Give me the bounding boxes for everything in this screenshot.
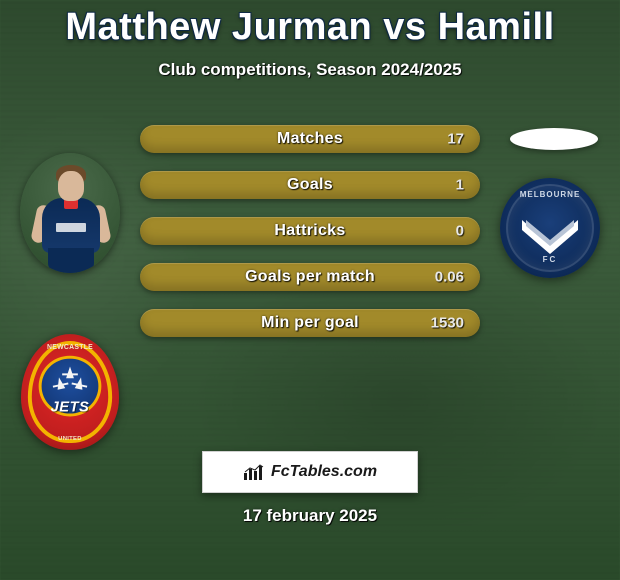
stat-label: Hattricks bbox=[274, 222, 345, 240]
footer-date: 17 february 2025 bbox=[0, 506, 620, 526]
jets-bottom-text: UNITED bbox=[21, 436, 119, 442]
jets-word: JETS bbox=[21, 399, 119, 416]
player-right-photo-placeholder bbox=[510, 128, 598, 150]
page-subtitle: Club competitions, Season 2024/2025 bbox=[0, 60, 620, 80]
stat-row-hattricks: Hattricks 0 bbox=[140, 217, 480, 245]
stat-label: Goals bbox=[287, 176, 333, 194]
stats-container: Matches 17 Goals 1 Hattricks 0 Goals per… bbox=[140, 125, 480, 355]
chart-icon bbox=[243, 463, 265, 481]
stat-value: 0.06 bbox=[435, 269, 464, 286]
jet-plane-icon bbox=[66, 367, 74, 379]
stat-row-goals-per-match: Goals per match 0.06 bbox=[140, 263, 480, 291]
stat-value: 17 bbox=[447, 131, 464, 148]
jets-top-text: NEWCASTLE bbox=[21, 344, 119, 351]
stat-label: Min per goal bbox=[261, 314, 359, 332]
footer-site-text: FcTables.com bbox=[271, 463, 377, 481]
club-left-crest: NEWCASTLE JETS UNITED bbox=[20, 333, 120, 453]
stat-row-goals: Goals 1 bbox=[140, 171, 480, 199]
stat-row-matches: Matches 17 bbox=[140, 125, 480, 153]
footer-site-card: FcTables.com bbox=[202, 451, 418, 493]
stat-label: Matches bbox=[277, 130, 343, 148]
victory-top-text: MELBOURNE bbox=[500, 190, 600, 199]
stat-row-min-per-goal: Min per goal 1530 bbox=[140, 309, 480, 337]
player-left-photo bbox=[20, 153, 120, 273]
page-title: Matthew Jurman vs Hamill bbox=[0, 6, 620, 49]
stat-value: 1530 bbox=[431, 315, 464, 332]
victory-chevron-icon bbox=[518, 216, 582, 256]
victory-bottom-text: FC bbox=[500, 255, 600, 264]
stat-value: 0 bbox=[456, 223, 464, 240]
club-right-crest: MELBOURNE FC bbox=[500, 178, 600, 278]
stat-value: 1 bbox=[456, 177, 464, 194]
stat-label: Goals per match bbox=[245, 268, 375, 286]
